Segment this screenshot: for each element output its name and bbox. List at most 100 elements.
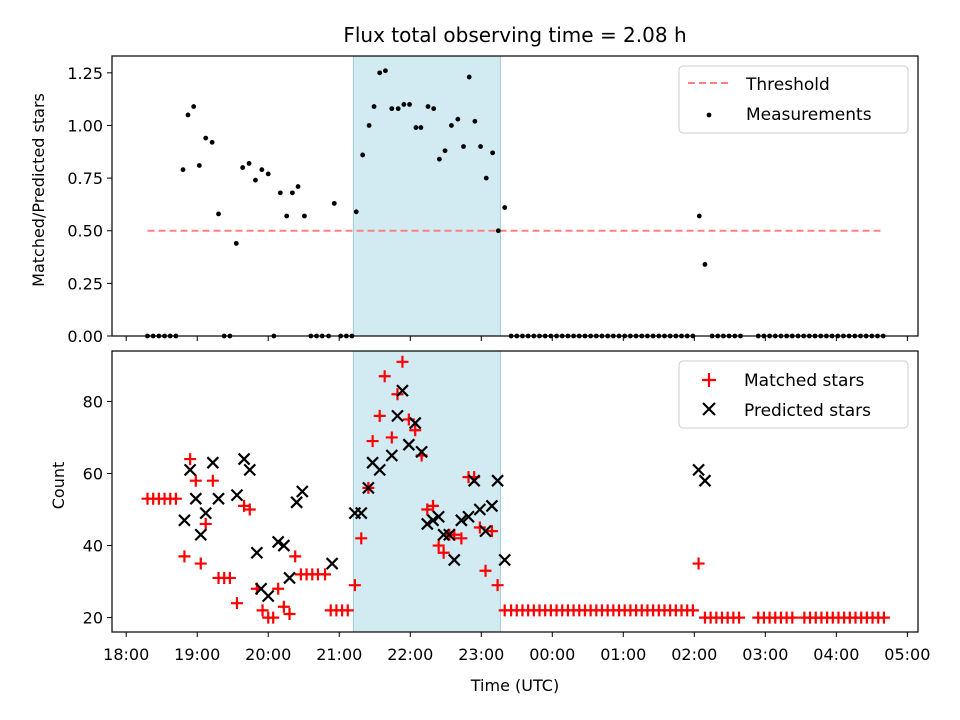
x-tick-label: 04:00 [813, 645, 859, 664]
predicted-stars-point [421, 517, 434, 531]
measurement-point [295, 184, 301, 189]
x-tick-label: 20:00 [245, 645, 291, 664]
predicted-stars-point [432, 510, 445, 523]
measurement-point [483, 175, 489, 181]
chart-title: Flux total observing time = 2.08 h [343, 23, 686, 47]
legend: Threshold Measurements [678, 65, 909, 134]
measurement-point [377, 70, 383, 76]
measurement-point [191, 104, 197, 109]
predicted-stars-point [698, 474, 712, 487]
y-axis-label: Count [49, 462, 68, 510]
matched-stars-point [194, 557, 207, 570]
y-axis-label: Matched/Predicted stars [29, 93, 48, 287]
measurement-point [360, 152, 366, 158]
legend: Matched stars Predicted stars [678, 360, 909, 429]
count-points [141, 355, 890, 624]
measurement-point [395, 106, 401, 112]
y-tick-label: 0.75 [67, 169, 103, 188]
measurement-point [478, 144, 483, 149]
predicted-stars-point [290, 496, 303, 509]
measurement-point [495, 228, 501, 234]
measurement-point [466, 74, 472, 80]
predicted-stars-point [243, 463, 257, 477]
matched-stars-point [432, 539, 445, 552]
predicted-stars-point [402, 438, 416, 451]
legend-matched-swatch [702, 373, 716, 387]
predicted-stars-point [479, 524, 492, 538]
matched-stars-point [378, 370, 391, 383]
x-tick-label: 23:00 [458, 645, 504, 664]
matched-stars-point [373, 409, 386, 422]
predicted-stars-point [194, 528, 208, 542]
matched-stars-point [206, 474, 219, 487]
measurement-point [353, 209, 359, 215]
x-axis-ticks: 18:00 19:00 20:00 21:00 22:00 23:00 00:00 01:00… [103, 632, 930, 664]
measurement-point [490, 150, 496, 156]
predicted-stars-point [250, 546, 264, 560]
predicted-stars-point [271, 535, 285, 549]
matched-stars-point [692, 557, 705, 570]
predicted-stars-point [296, 485, 309, 498]
ratio-panel: 0.00 0.25 0.50 0.75 1.00 1.25 Matched/Predict… [29, 55, 919, 346]
measurement-point [449, 123, 454, 128]
matched-stars-point [455, 532, 468, 545]
matched-stars-point [348, 579, 361, 592]
predicted-stars-point [189, 492, 203, 505]
measurement-point [284, 213, 290, 219]
matched-stars-point [473, 521, 486, 534]
matched-stars-point [426, 499, 439, 512]
predicted-stars-point [426, 514, 440, 527]
measurement-point [455, 116, 461, 122]
y-tick-label: 60 [83, 464, 103, 483]
measurement-point [413, 125, 419, 130]
matched-stars-point [283, 607, 296, 620]
matched-stars-point [396, 355, 409, 368]
predicted-stars-point [283, 571, 296, 585]
measurement-point [302, 213, 307, 219]
matched-stars-point [189, 474, 202, 487]
y-tick-label: 0.50 [67, 222, 103, 241]
measurement-point [425, 104, 431, 109]
predicted-stars-point [448, 553, 461, 567]
measurement-point [502, 205, 508, 210]
predicted-stars-point [391, 409, 404, 423]
y-tick-label: 40 [83, 537, 103, 556]
predicted-stars-point [206, 456, 220, 469]
matched-stars-point [877, 611, 890, 624]
matched-stars-point [223, 571, 236, 584]
measurement-point [371, 104, 377, 109]
predicted-stars-point [485, 499, 499, 513]
predicted-stars-point [212, 492, 225, 505]
measurement-point [246, 160, 252, 166]
measurement-point [277, 190, 283, 196]
y-tick-label: 1.25 [67, 64, 103, 83]
x-tick-label: 22:00 [387, 645, 433, 664]
predicted-stars-point [354, 506, 368, 520]
predicted-stars-point [408, 416, 422, 430]
measurement-point [185, 112, 191, 118]
legend-matched-label: Matched stars [744, 371, 864, 391]
matched-stars-point [385, 431, 398, 444]
legend-box [678, 65, 909, 134]
measurement-point [436, 156, 442, 162]
matched-stars-point [243, 503, 256, 516]
matched-stars-point [366, 435, 379, 448]
predicted-stars-point [325, 557, 339, 570]
plot-frame [111, 55, 919, 337]
predicted-stars-point [491, 474, 504, 487]
predicted-stars-point [277, 539, 291, 552]
y-axis-ticks: 0.00 0.25 0.50 0.75 1.00 1.25 [67, 64, 112, 346]
x-tick-label: 01:00 [600, 645, 646, 664]
legend-measurements-label: Measurements [746, 105, 872, 125]
matched-stars-point [256, 604, 269, 617]
predicted-stars-point [498, 553, 511, 567]
measurement-point [289, 190, 295, 196]
predicted-stars-point [462, 510, 475, 523]
predicted-stars-point [183, 463, 197, 477]
predicted-stars-point [415, 445, 428, 459]
count-panel: 20 40 60 80 18:00 19:00 20:00 21:00 22:00 23:00 0… [49, 350, 930, 695]
legend-predicted-swatch [702, 402, 716, 416]
y-tick-label: 80 [83, 392, 103, 411]
matched-stars-point [437, 546, 450, 559]
